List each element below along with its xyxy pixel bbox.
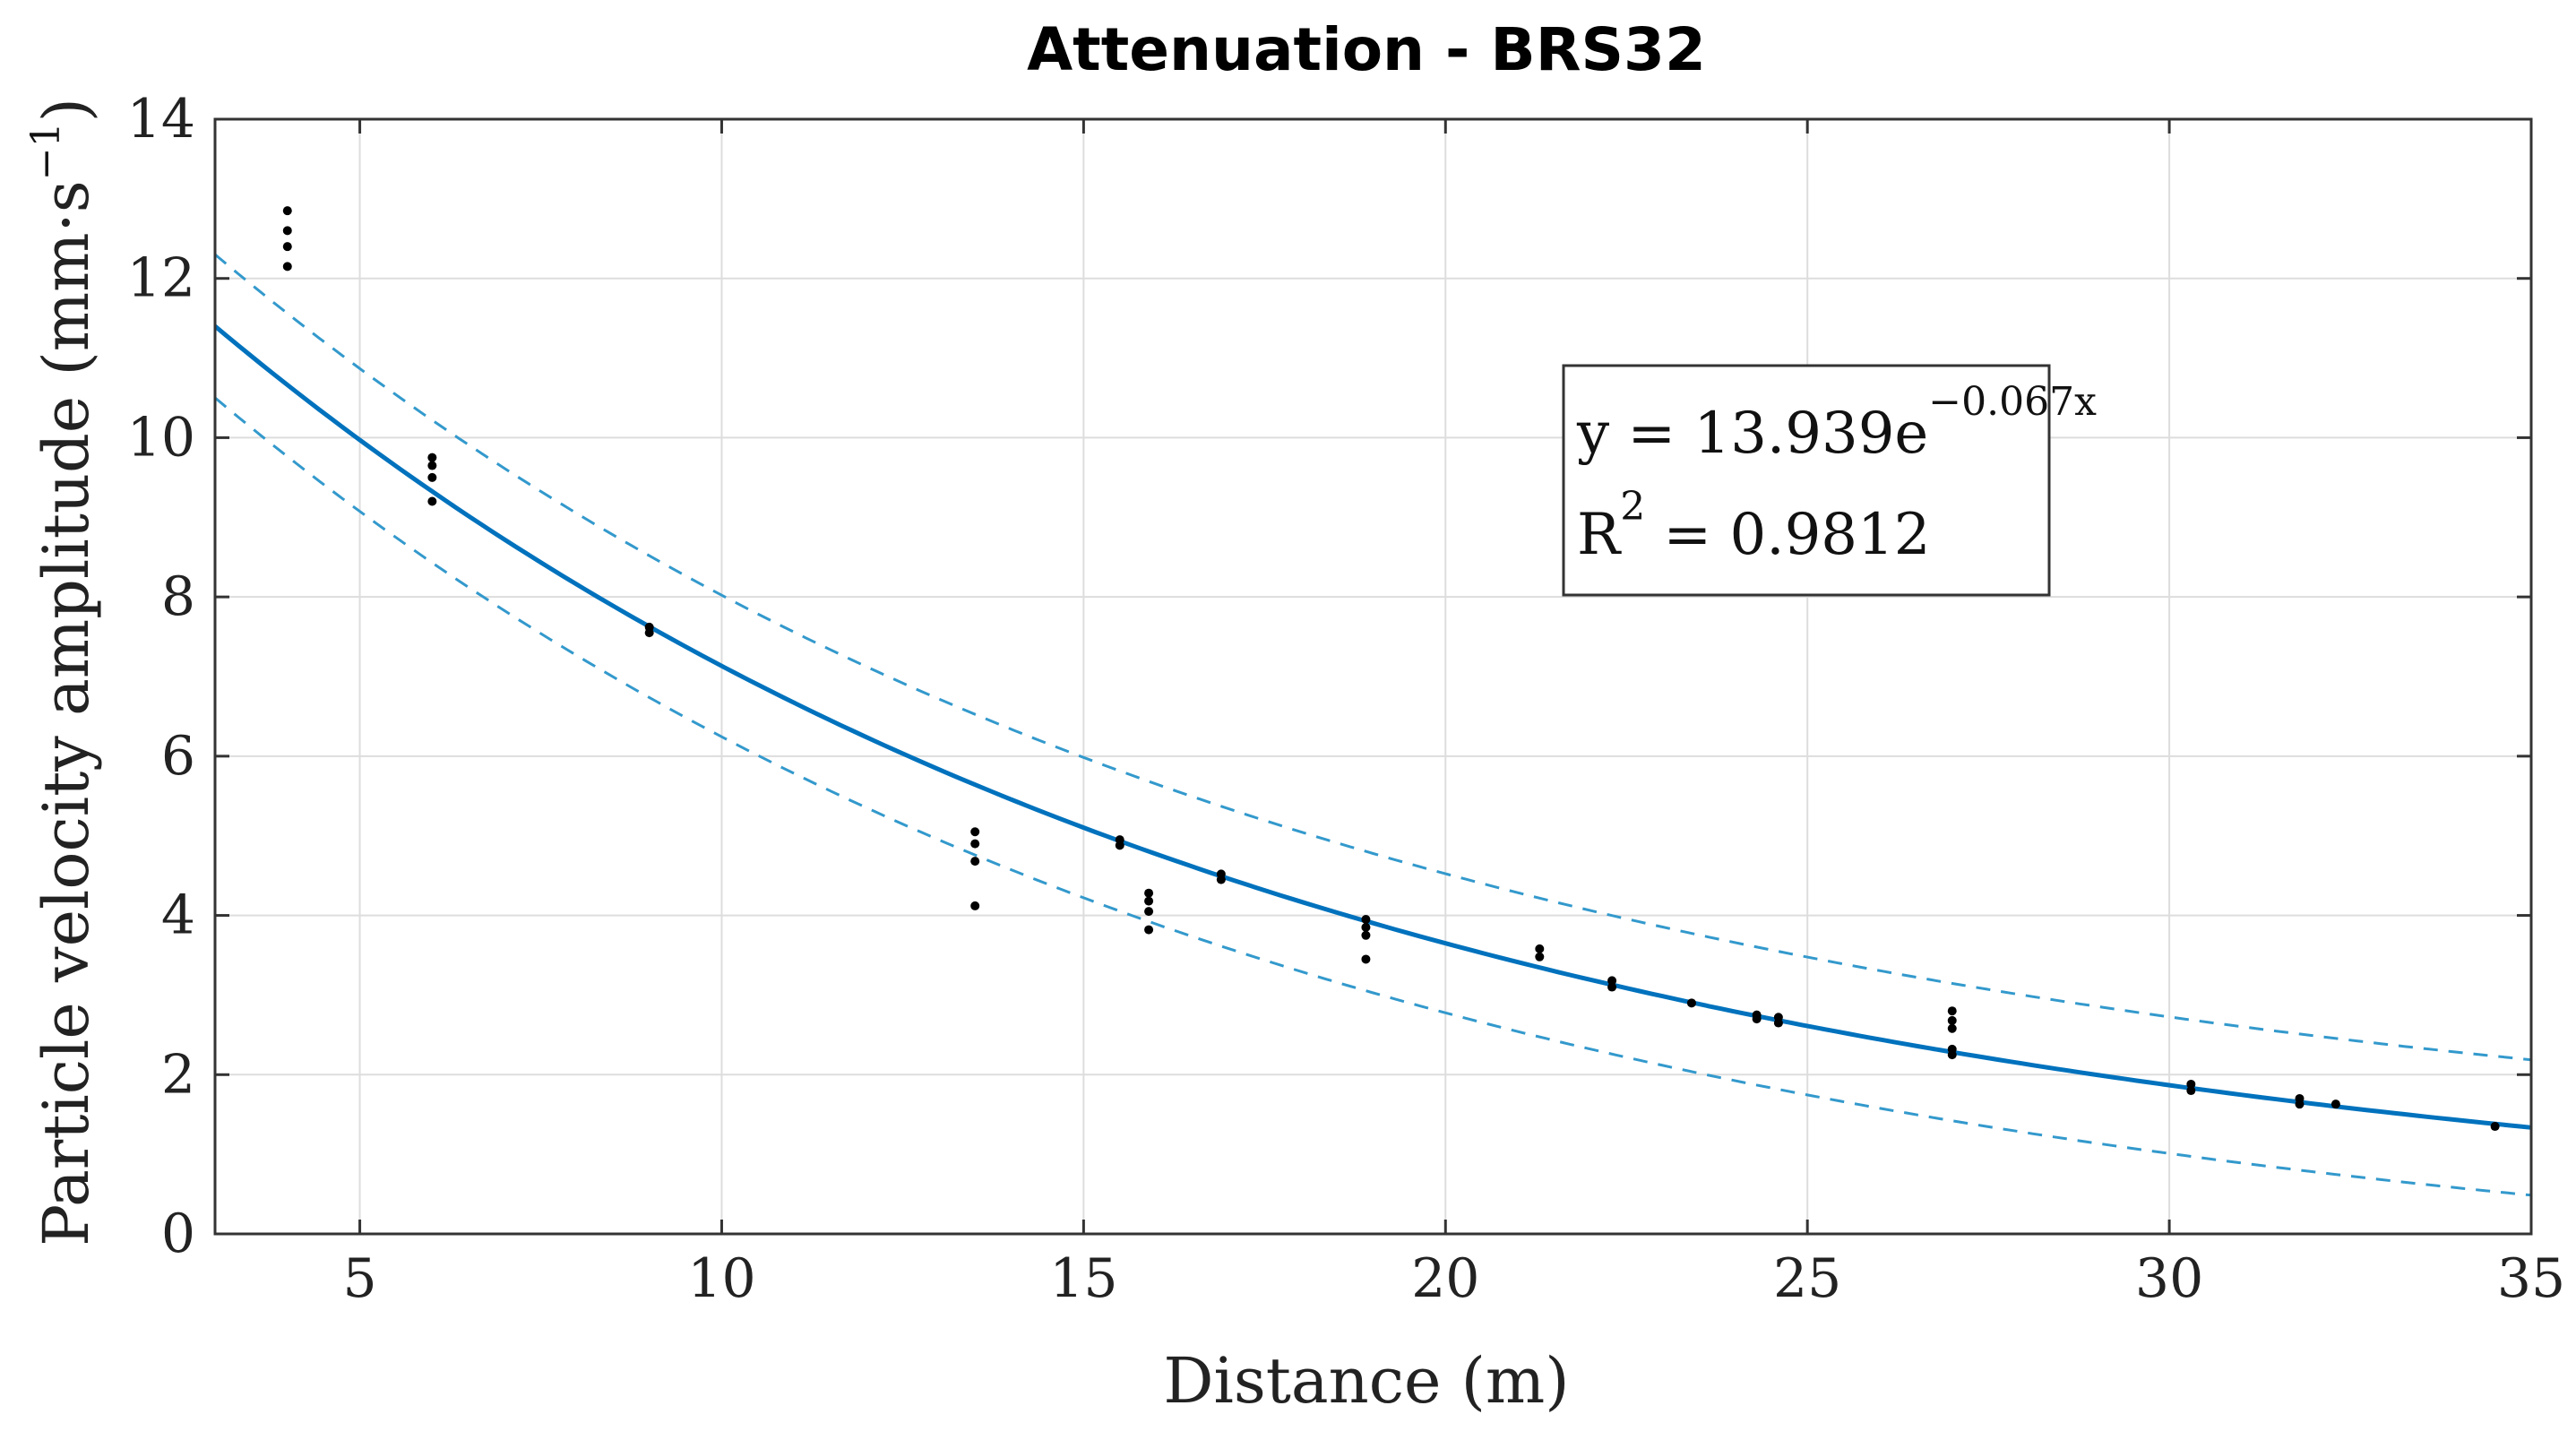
y-axis-label-main: Particle velocity amplitude (mm·s (30, 180, 103, 1246)
data-point (1144, 907, 1154, 917)
confidence-bounds (214, 253, 2532, 1197)
lower-bound-line (214, 396, 2532, 1197)
fit-equation: y = 13.939e−0.067x (1576, 379, 2097, 467)
data-point (282, 206, 292, 216)
axes-frame (213, 117, 2533, 1236)
data-point (1361, 930, 1371, 940)
data-point (1535, 952, 1545, 961)
x-tick-label: 15 (1049, 1247, 1117, 1310)
y-tick-label: 12 (127, 247, 195, 310)
data-point (1947, 1050, 1957, 1060)
data-point (1947, 1006, 1957, 1016)
chart-title: Attenuation - BRS32 (1027, 15, 1706, 84)
x-tick-label: 10 (687, 1247, 755, 1310)
data-point (1144, 925, 1154, 935)
data-point (1607, 976, 1617, 986)
x-tick-label: 5 (342, 1247, 376, 1310)
data-point (1773, 1018, 1783, 1028)
data-point (1144, 888, 1154, 898)
data-point (2186, 1079, 2196, 1089)
fit-legend: y = 13.939e−0.067x R2 = 0.9812 (1562, 364, 2097, 597)
r-squared-value: = 0.9812 (1645, 502, 1930, 568)
data-point (1361, 915, 1371, 925)
y-tick-label: 14 (127, 88, 195, 151)
fit-curve (213, 324, 2532, 1130)
data-point (644, 628, 654, 638)
x-tick-label: 30 (2135, 1247, 2203, 1310)
data-point (2330, 1099, 2340, 1109)
x-tick-label: 25 (1773, 1247, 1841, 1310)
data-point (427, 453, 437, 462)
data-point (1144, 896, 1154, 906)
data-point (427, 461, 437, 470)
r-squared-exponent: 2 (1620, 484, 1645, 530)
data-point (1535, 944, 1545, 953)
data-point (2186, 1086, 2196, 1096)
upper-bound-line (214, 253, 2532, 1062)
data-point (427, 496, 437, 506)
data-point (970, 827, 980, 837)
data-point (1361, 954, 1371, 964)
data-point (282, 226, 292, 236)
data-point (1752, 1014, 1762, 1024)
y-axis-label-exponent: −1 (23, 122, 69, 180)
y-axis-label-close: ) (30, 98, 103, 122)
data-point (1686, 998, 1696, 1008)
y-tick-label: 8 (161, 565, 195, 628)
data-point (427, 472, 437, 482)
x-tick-label: 35 (2497, 1247, 2565, 1310)
data-point (970, 839, 980, 849)
data-point (970, 901, 980, 910)
data-point (2295, 1099, 2305, 1109)
y-tick-label: 2 (161, 1043, 195, 1106)
data-point (1361, 922, 1371, 932)
fit-equation-exponent: −0.067x (1928, 379, 2097, 425)
data-point (282, 262, 292, 272)
fit-equation-prefix: y = 13.939e (1576, 401, 1928, 467)
data-point (1115, 841, 1124, 850)
data-point (1607, 982, 1617, 992)
data-points (282, 206, 2500, 1132)
fit-legend-box (1562, 364, 2051, 597)
data-point (1947, 1023, 1957, 1033)
data-point (1947, 1015, 1957, 1025)
fit-r-squared: R2 = 0.9812 (1577, 484, 1930, 568)
r-squared-prefix: R (1577, 502, 1622, 568)
y-tick-label: 0 (161, 1203, 195, 1265)
fit-curve-group (213, 324, 2532, 1130)
y-tick-label: 10 (127, 406, 195, 469)
data-point (1216, 875, 1226, 884)
y-tick-label: 6 (161, 725, 195, 788)
x-axis-label: Distance (m) (1163, 1344, 1569, 1418)
x-tick-label: 20 (1411, 1247, 1479, 1310)
y-tick-label: 4 (161, 884, 195, 947)
data-point (282, 242, 292, 252)
y-axis-label: Particle velocity amplitude (mm·s−1) (23, 98, 103, 1246)
axis-ticks: 5 10 15 20 25 30 35 0 2 4 6 8 10 12 14 (127, 88, 2566, 1310)
data-point (2490, 1122, 2500, 1132)
data-point (970, 857, 980, 867)
